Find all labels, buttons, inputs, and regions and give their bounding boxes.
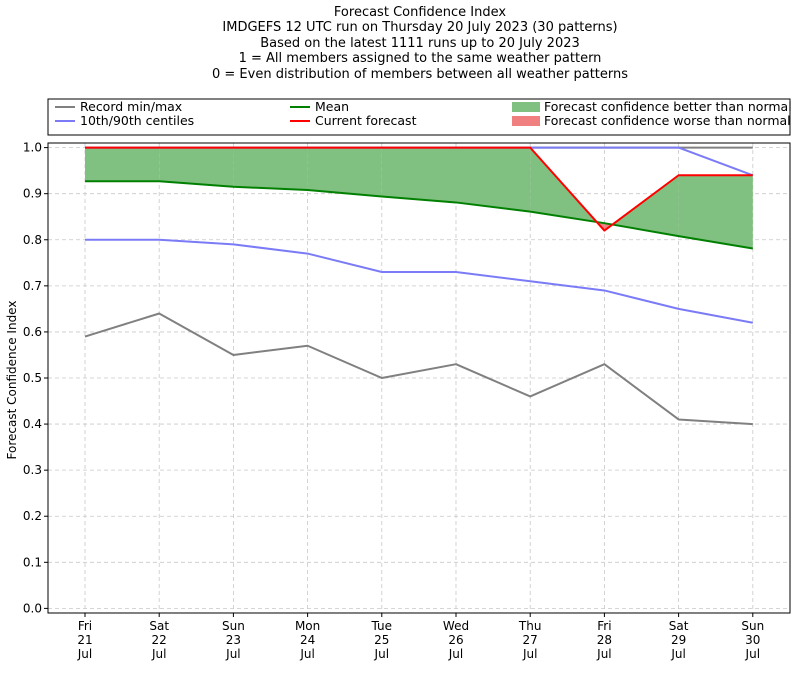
- x-tick-label: 26: [448, 633, 463, 647]
- title-line-2: IMDGEFS 12 UTC run on Thursday 20 July 2…: [222, 20, 618, 36]
- x-tick-label: Sun: [222, 619, 245, 633]
- x-tick-label: Jul: [374, 647, 389, 661]
- x-tick-label: Jul: [670, 647, 685, 661]
- chart-title: Forecast Confidence Index IMDGEFS 12 UTC…: [0, 5, 800, 82]
- x-tick-label: Jul: [151, 647, 166, 661]
- x-tick-label: Jul: [596, 647, 611, 661]
- x-tick-label: Sat: [149, 619, 169, 633]
- legend-label: Forecast confidence worse than normal: [544, 113, 791, 128]
- title-line-1: Forecast Confidence Index: [333, 5, 507, 20]
- fill-better-than-normal: [612, 175, 679, 237]
- x-tick-label: 24: [300, 633, 315, 647]
- axes: 0.00.10.20.30.40.50.60.70.80.91.0Fri21Ju…: [23, 141, 791, 661]
- series-line-p10: [85, 238, 753, 324]
- legend-swatch: [512, 116, 540, 126]
- x-tick-label: Jul: [225, 647, 240, 661]
- fill-better-than-normal: [85, 147, 160, 182]
- title-line-4: 1 = All members assigned to the same wea…: [238, 51, 602, 67]
- x-tick-label: Jul: [522, 647, 537, 661]
- x-tick-label: Sat: [669, 619, 689, 633]
- legend-label: Mean: [315, 99, 349, 114]
- x-tick-label: 27: [523, 633, 538, 647]
- x-tick-label: 29: [671, 633, 686, 647]
- x-tick-label: Tue: [371, 619, 393, 633]
- fill-better-than-normal: [456, 147, 531, 212]
- x-tick-label: 22: [152, 633, 167, 647]
- series-line-current: [85, 146, 753, 232]
- x-tick-label: Sun: [741, 619, 764, 633]
- x-tick-label: 28: [597, 633, 612, 647]
- legend-label: Current forecast: [315, 113, 417, 128]
- legend-label: 10th/90th centiles: [80, 113, 194, 128]
- series-line-record_min: [84, 312, 753, 426]
- x-tick-label: Fri: [597, 619, 611, 633]
- fill-better-than-normal: [159, 147, 234, 187]
- legend-box: [47, 98, 791, 136]
- fill-better-than-normal: [678, 175, 753, 249]
- x-tick-label: 23: [226, 633, 241, 647]
- y-tick-label: 0.7: [23, 279, 42, 293]
- x-tick-label: 21: [77, 633, 92, 647]
- y-axis-label: Forecast Confidence Index: [5, 301, 19, 460]
- title-line-5: 0 = Even distribution of members between…: [211, 66, 629, 82]
- x-tick-label: 25: [374, 633, 389, 647]
- legend-label: Forecast confidence better than normal: [544, 99, 792, 114]
- fill-better-than-normal: [233, 147, 308, 190]
- title-line-3: Based on the latest 1111 runs up to 20 J…: [260, 35, 580, 51]
- y-tick-label: 0.8: [23, 233, 42, 247]
- x-tick-label: Jul: [448, 647, 463, 661]
- y-tick-label: 0.1: [23, 555, 42, 569]
- x-tick-label: Jul: [77, 647, 92, 661]
- y-tick-label: 0.6: [23, 325, 42, 339]
- x-tick-label: Jul: [745, 647, 760, 661]
- y-tick-label: 0.3: [23, 463, 42, 477]
- y-tick-label: 0.0: [23, 601, 42, 615]
- fill-better-than-normal: [381, 147, 456, 203]
- x-tick-label: Jul: [299, 647, 314, 661]
- x-tick-label: 30: [745, 633, 760, 647]
- legend-label: Record min/max: [80, 99, 182, 114]
- series-line-mean: [85, 180, 753, 250]
- x-tick-label: Mon: [295, 619, 320, 633]
- legend-swatch: [512, 102, 540, 112]
- y-tick-label: 0.9: [23, 187, 42, 201]
- y-tick-label: 1.0: [23, 141, 42, 155]
- series-lines: [84, 146, 754, 426]
- y-tick-label: 0.4: [23, 417, 42, 431]
- y-tick-label: 0.2: [23, 509, 42, 523]
- fill-better-than-normal: [307, 147, 382, 197]
- y-tick-label: 0.5: [23, 371, 42, 385]
- confidence-fill: [85, 147, 753, 249]
- x-tick-label: Fri: [78, 619, 92, 633]
- x-tick-label: Thu: [518, 619, 542, 633]
- x-tick-label: Wed: [443, 619, 469, 633]
